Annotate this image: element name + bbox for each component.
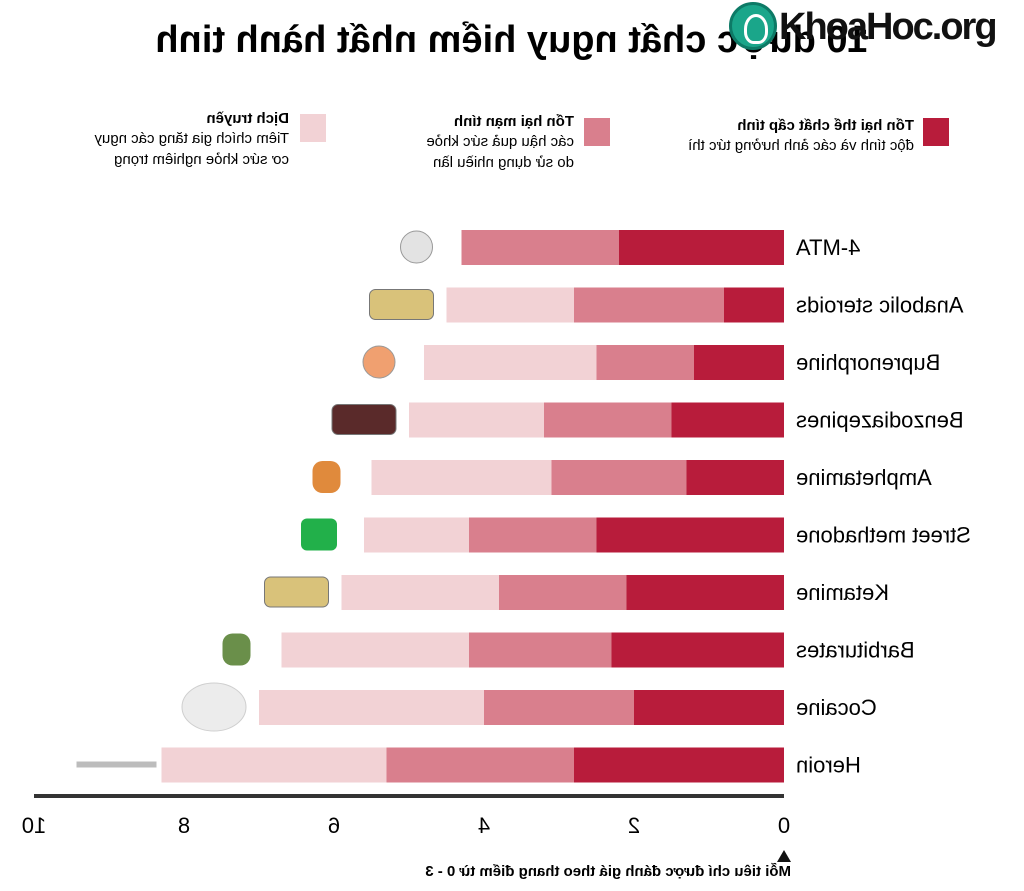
category-label: Cocaine — [796, 695, 877, 720]
legend-label-chronic: Tổn hại mạn tính — [454, 113, 574, 130]
site-logo: KhoaHoc.org — [725, 0, 1024, 56]
category-label: Ketamine — [796, 580, 889, 605]
x-tick-label: 8 — [178, 813, 190, 838]
x-tick-label: 0 — [778, 813, 790, 838]
bar-segment-injection — [409, 402, 544, 438]
powder-icon — [181, 682, 247, 732]
x-axis-label: Mỗi tiêu chí được đánh giá theo thang đi… — [425, 863, 791, 880]
legend-desc-injection-1: Tiêm chích gia tăng các nguy — [94, 130, 289, 147]
bar-segment-acute — [686, 460, 784, 495]
category-label: Heroin — [796, 753, 861, 778]
x-tick-label: 4 — [478, 813, 490, 838]
category-label: Barbiturates — [796, 638, 915, 663]
bar-segment-chronic — [551, 460, 687, 495]
bar-segment-chronic — [461, 230, 619, 265]
legend-item-chronic: Tổn hại mạn tính các hậu quả sức khỏe do… — [426, 113, 610, 171]
bar-segment-chronic — [386, 747, 574, 783]
legend-swatch-acute — [923, 118, 949, 146]
pills-icon — [222, 633, 251, 666]
bar-segment-chronic — [596, 345, 694, 380]
bar-segment-acute — [596, 517, 784, 553]
x-tick-label: 10 — [22, 813, 46, 838]
bar-segment-chronic — [484, 690, 634, 725]
pill-icon — [400, 230, 433, 264]
bar-segment-injection — [424, 345, 597, 380]
category-label: Benzodiazepines — [796, 408, 964, 433]
bar-segment-acute — [724, 287, 784, 323]
legend-swatch-injection — [300, 114, 326, 142]
bar-segment-injection — [161, 747, 387, 783]
legend-item-injection: Dịch truyền Tiêm chích gia tăng các nguy… — [94, 110, 326, 168]
category-labels: 4-MTA Anabolic steroids Buprenorphine Benzo… — [796, 235, 971, 778]
bar-segment-acute — [626, 575, 784, 610]
logo-emblem-icon — [729, 2, 777, 50]
logo-text: KhoaHoc.org — [779, 6, 998, 48]
legend-desc-chronic-1: các hậu quả sức khỏe — [426, 133, 574, 150]
legend-item-acute: Tổn hại thể chất cấp tính độc tính và cá… — [688, 117, 949, 154]
bars-layer — [161, 230, 784, 783]
cup-icon — [301, 518, 337, 551]
bar-segment-acute — [574, 747, 784, 783]
bar-segment-injection — [259, 690, 484, 725]
bar-segment-injection — [281, 632, 469, 668]
bar-segment-injection — [364, 517, 469, 553]
bar-segment-acute — [611, 632, 784, 668]
legend-desc-injection-2: cơ sức khỏe nghiêm trọng — [114, 151, 289, 168]
legend-desc-acute: độc tính và các ảnh hưởng tức thì — [688, 137, 914, 154]
category-label: Anabolic steroids — [796, 293, 964, 318]
bar-segment-chronic — [469, 517, 597, 553]
bar-segment-chronic — [574, 287, 724, 323]
legend: Tổn hại thể chất cấp tính độc tính và cá… — [94, 110, 949, 171]
bar-segment-acute — [671, 402, 784, 438]
category-label: Street methadone — [796, 523, 971, 548]
x-tick-label: 2 — [628, 813, 640, 838]
category-label: 4-MTA — [796, 235, 861, 260]
bar-segment-acute — [619, 230, 784, 265]
capsule-icon — [312, 461, 341, 493]
legend-swatch-chronic — [584, 118, 610, 146]
bar-segment-chronic — [544, 402, 672, 438]
bar-segment-injection — [371, 460, 552, 495]
vial-icon — [264, 576, 329, 608]
bar-segment-chronic — [469, 632, 612, 668]
category-label: Buprenorphine — [796, 350, 940, 375]
legend-desc-chronic-2: do sử dụng nhiều lần — [433, 154, 574, 171]
bar-segment-injection — [446, 287, 574, 323]
x-tick-label: 6 — [328, 813, 340, 838]
axis-origin-marker — [777, 850, 791, 862]
category-label: Amphetamine — [796, 465, 932, 490]
bar-segment-acute — [634, 690, 784, 725]
x-axis-ticks: 0 2 4 6 8 10 — [22, 813, 790, 838]
bar-segment-acute — [694, 345, 784, 380]
legend-label-injection: Dịch truyền — [206, 110, 289, 127]
bottle-icon — [331, 404, 397, 435]
vial-icon — [369, 289, 434, 320]
bar-segment-injection — [341, 575, 499, 610]
legend-label-acute: Tổn hại thể chất cấp tính — [737, 117, 914, 134]
drug-icons — [76, 230, 434, 768]
bar-segment-chronic — [499, 575, 627, 610]
tablet-icon — [362, 345, 396, 379]
syringe-icon — [76, 761, 157, 768]
